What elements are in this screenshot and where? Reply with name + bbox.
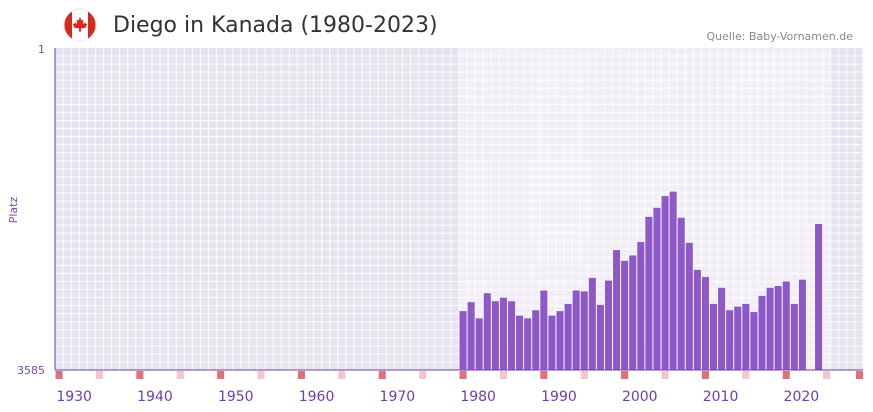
x-tick-marker [459,371,467,379]
x-tick-marker [540,371,548,379]
x-tick-marker-minor [176,371,184,379]
bar-2022 [815,224,823,370]
bar-1980 [475,318,483,370]
bar-1984 [507,301,516,370]
x-tick-label-1950: 1950 [218,389,254,405]
bar-1999 [629,255,637,370]
x-tick-marker [297,371,305,379]
bar-2006 [685,242,693,370]
canada-flag-icon [63,8,97,42]
x-ticks: 1930 1940 1950 1960 1970 1980 1990 2000 2010 2020 [55,371,863,405]
bar-2008 [701,277,709,370]
bar-2009 [709,303,718,370]
bar-2004 [669,191,677,370]
x-tick-marker-minor [499,371,507,379]
chart-title: Diego in Kanada (1980-2023) [113,13,438,38]
x-tick-label-2000: 2000 [622,389,658,405]
x-tick-marker-minor [742,371,750,379]
bar-2007 [693,269,701,370]
x-tick-marker-minor [338,371,346,379]
y-axis-label: Platz [7,197,20,224]
bar-1988 [540,290,548,370]
x-tick-label-1960: 1960 [299,389,335,405]
bar-1986 [524,318,532,370]
y-tick-label-bottom: 3585 [17,364,45,377]
source-label: Quelle: Baby-Vornamen.de [706,30,853,43]
bar-1993 [580,291,588,370]
x-tick-label-1930: 1930 [56,389,92,405]
bar-2018 [782,281,790,370]
bar-2017 [774,285,782,370]
bar-2013 [742,303,750,370]
x-tick-label-1990: 1990 [541,389,577,405]
bar-2019 [790,303,798,370]
x-tick-marker [217,371,225,379]
bar-1990 [556,311,564,370]
bar-1992 [572,290,580,370]
x-tick-marker [782,371,790,379]
bar-1989 [548,315,556,370]
bar-1985 [516,315,524,370]
bar-1983 [499,297,507,370]
x-tick-marker [378,371,386,379]
x-tick-marker-minor [95,371,103,379]
x-tick-marker [856,371,863,379]
x-tick-marker-minor [823,371,831,379]
bar-1996 [604,280,613,370]
bar-1981 [483,293,491,370]
x-tick-marker-minor [257,371,265,379]
x-tick-label-1940: 1940 [137,389,173,405]
bar-1995 [596,304,604,370]
bar-2003 [661,196,669,370]
axes: 1 3585 Platz [7,43,863,377]
bar-1978 [459,311,467,370]
bar-2011 [726,310,734,370]
bar-2002 [653,207,661,370]
bar-2005 [677,217,685,370]
bar-2012 [734,306,742,370]
bar-2000 [637,241,645,370]
bar-2015 [758,295,766,370]
bar-2010 [718,287,726,370]
bar-1997 [613,250,621,370]
x-tick-marker-minor [419,371,427,379]
x-tick-marker [136,371,144,379]
x-tick-marker [55,371,63,379]
bars [459,191,823,370]
bar-1991 [564,303,572,370]
x-tick-label-2020: 2020 [784,389,820,405]
bar-2001 [645,216,653,370]
x-tick-marker [621,371,629,379]
x-tick-label-2010: 2010 [703,389,739,405]
grid [54,48,864,370]
bar-1994 [588,277,596,370]
y-tick-label-top: 1 [38,43,45,56]
bar-1987 [532,310,540,370]
bar-2016 [766,287,774,370]
bar-2020 [798,279,806,370]
bar-1998 [621,260,629,370]
bar-1979 [467,302,475,370]
x-tick-label-1980: 1980 [460,389,496,405]
x-tick-label-1970: 1970 [380,389,416,405]
bar-2014 [750,312,758,370]
x-tick-marker-minor [580,371,588,379]
x-tick-marker [701,371,709,379]
x-tick-marker-minor [661,371,669,379]
bar-1982 [491,301,499,370]
